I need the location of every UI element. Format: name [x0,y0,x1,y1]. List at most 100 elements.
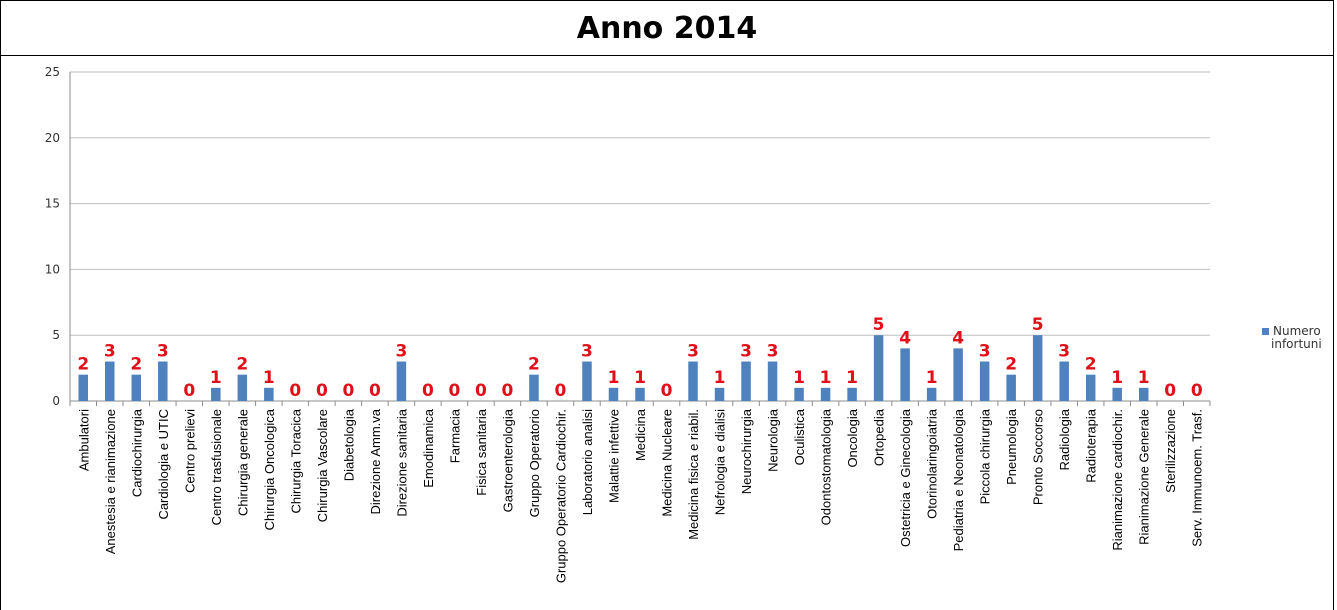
x-tick-label: Ortopedia [872,408,887,466]
bar [105,361,115,401]
data-label: 3 [767,342,779,362]
data-label: 3 [979,342,991,362]
data-label: 1 [263,368,275,388]
bar [608,387,619,401]
data-label: 1 [846,368,858,388]
chart-title: Anno 2014 [576,10,758,46]
data-label: 2 [130,355,142,375]
bar [767,361,778,401]
chart-frame [0,56,1334,610]
data-label: 5 [873,315,885,335]
x-tick-label: Pediatria e Neonatologia [951,408,966,551]
x-tick-label: Neurochirurgia [739,408,754,494]
x-tick-label: Direzione sanitaria [394,408,409,516]
x-tick-label: Medicina [633,408,648,461]
data-label: 3 [395,342,407,362]
bar [847,387,857,401]
x-tick-label: Oncologia [845,408,860,467]
x-tick-label: Otorinolaringoiatria [925,408,940,519]
data-label: 3 [1058,342,1070,362]
x-tick-label: Sterilizzazione [1163,409,1178,493]
chart-title-box: Anno 2014 [0,0,1334,56]
data-label: 1 [1111,368,1123,388]
x-tick-label: Medicina Nucleare [660,409,675,517]
data-label: 0 [369,381,381,401]
x-tick-label: Anestesia e rianimazione [103,409,118,554]
data-label: 0 [183,381,195,401]
x-tick-label: Radiologia [1057,408,1072,470]
bars [78,335,1149,401]
x-tick-label: Oculistica [792,408,807,465]
data-label: 2 [236,355,248,375]
legend-label: Numero [1273,324,1321,338]
legend-label-line2: infortuni [1271,337,1322,351]
bar [635,387,645,401]
y-tick-label: 10 [45,262,60,276]
x-tick-label: Cardiologia e UTIC [156,409,171,520]
bar [794,387,804,401]
data-label: 2 [1085,355,1097,375]
data-label: 0 [289,381,301,401]
x-tick-label: Malattie infettive [606,409,621,503]
data-label: 3 [687,342,699,362]
x-tick-label: Gastroenterologia [500,408,515,512]
x-tick-label: Laboratorio analisi [580,409,595,515]
x-tick-label: Farmacia [447,408,462,463]
x-tick-label: Piccola chirurgia [978,408,993,504]
x-tick-label: Cardiochirurgia [129,408,144,497]
bar [211,387,221,401]
data-label: 0 [448,381,460,401]
legend-swatch [1262,328,1269,335]
bar [900,348,910,401]
y-tick-label: 0 [52,394,60,408]
y-tick-label: 20 [45,131,60,145]
x-tick-label: Emodinamica [421,408,436,488]
bar [582,361,592,401]
x-tick-label: Gruppo Operatorio Cardiochir. [553,409,568,583]
bar [1085,374,1096,401]
data-label: 1 [714,368,726,388]
x-tick-label: Chirurgia Vascolare [315,409,330,522]
data-label: 2 [528,355,540,375]
data-label: 0 [316,381,328,401]
x-tick-labels: Ambulatori Anestesia e rianimazione Cardio… [76,408,1204,583]
data-label: 2 [1005,355,1017,375]
bar [529,374,539,401]
data-label: 0 [502,381,514,401]
bar [926,387,937,401]
x-tick-label: Neurologia [766,408,781,472]
bar [131,374,142,401]
data-label: 4 [899,328,911,348]
x-tick-label: Pneumologia [1004,408,1019,485]
x-tick-label: Rianimazione Generale [1137,409,1152,545]
data-label: 0 [342,381,354,401]
data-label: 0 [1164,381,1176,401]
bar [714,387,725,401]
bar [1112,387,1122,401]
x-tick-label: Nefrologia e dialisi [713,409,728,515]
data-label: 0 [422,381,434,401]
bar [688,361,698,401]
y-tick-label: 25 [45,65,60,79]
x-tick-label: Direzione Amm.va [368,408,383,514]
x-tick-label: Pronto Soccorso [1031,409,1046,505]
data-label: 1 [608,368,620,388]
x-tick-label: Gruppo Operatorio [527,409,542,517]
data-label: 4 [952,328,964,348]
bar [873,335,884,401]
bar [78,374,89,401]
bar [396,361,407,401]
data-label: 0 [475,381,487,401]
bar [979,361,990,401]
x-tick-label: Ambulatori [76,409,91,471]
data-label: 0 [661,381,673,401]
bar [741,361,751,401]
data-label: 0 [555,381,567,401]
bar [1032,335,1043,401]
x-tick-label: Fisica sanitaria [474,408,489,495]
x-tick-label: Medicina fisica e riabil. [686,409,701,540]
